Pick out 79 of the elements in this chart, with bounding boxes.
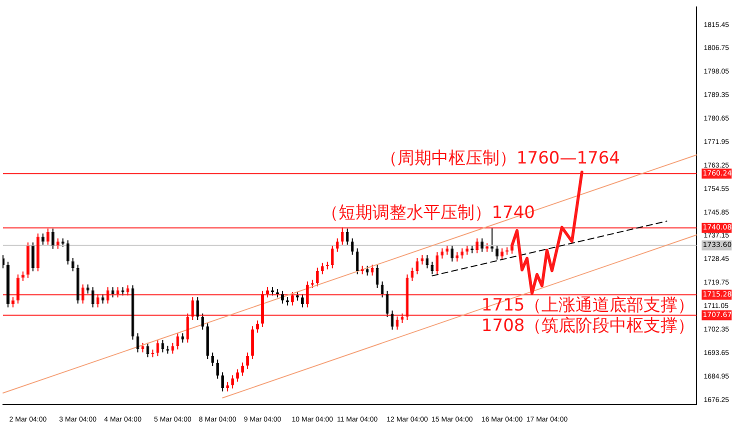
candlestick <box>86 284 90 294</box>
candlestick <box>336 238 339 252</box>
candlestick <box>181 332 184 344</box>
candlestick <box>196 296 200 320</box>
candlestick <box>96 294 100 308</box>
candlestick <box>386 290 389 318</box>
candlestick <box>350 238 354 256</box>
candlestick <box>370 264 374 276</box>
candlestick <box>300 294 304 308</box>
candlestick <box>106 286 110 304</box>
candlestick <box>41 233 44 246</box>
candlestick <box>191 296 194 320</box>
candlestick <box>156 339 160 357</box>
candlestick <box>71 258 74 272</box>
candlestick <box>476 238 479 254</box>
candlestick <box>81 284 84 304</box>
candlestick <box>126 284 130 296</box>
candlestick <box>101 294 104 304</box>
candlestick <box>51 228 54 250</box>
candlestick <box>376 264 379 288</box>
candlestick <box>416 258 419 275</box>
candlestick <box>136 332 140 353</box>
candlestick <box>380 280 384 298</box>
candlestick <box>161 339 164 353</box>
candlestick <box>420 254 424 265</box>
candlestick <box>241 362 244 376</box>
candlestick <box>460 248 464 260</box>
candlestick <box>500 248 504 260</box>
candlestick <box>226 381 230 392</box>
candlestick <box>496 244 499 260</box>
candlestick <box>466 244 469 256</box>
candlestick <box>216 359 220 380</box>
candlestick <box>31 242 34 272</box>
candlestick <box>16 274 20 304</box>
annotation: 1715（上涨通道底部支撑） <box>481 296 695 316</box>
candlestick <box>146 342 150 358</box>
candlestick <box>366 265 369 276</box>
candlestick <box>221 372 224 392</box>
candlestick <box>11 296 14 308</box>
candlestick <box>446 244 449 256</box>
candlestick <box>356 248 359 275</box>
candlestick <box>346 228 349 246</box>
candlestick <box>290 291 294 306</box>
candlestick <box>410 267 414 282</box>
candlestick <box>340 226 344 246</box>
candlestick <box>266 286 269 298</box>
candlestick <box>66 240 70 265</box>
candlestick <box>236 368 240 382</box>
candlestick <box>201 313 204 330</box>
candlestick <box>256 320 260 334</box>
candlestick <box>171 342 174 354</box>
candlestick <box>91 286 94 308</box>
candlestick <box>280 290 284 304</box>
candlestick <box>231 374 234 389</box>
annotation: （短期调整水平压制）1740 <box>322 202 535 223</box>
candlestick <box>436 252 439 275</box>
candlestick <box>141 342 144 353</box>
candlestick <box>186 313 190 344</box>
candlestick <box>320 262 324 275</box>
annotation: 1708（筑底阶段中枢支撑） <box>481 316 695 336</box>
candlestick <box>390 310 394 330</box>
candlestick <box>450 244 454 262</box>
candlestick <box>116 286 120 298</box>
candlestick <box>211 352 214 367</box>
candlestick <box>21 271 24 282</box>
candlestick <box>246 352 250 370</box>
candlestick <box>176 332 180 350</box>
candlestick <box>426 254 429 269</box>
candlestick <box>56 238 60 250</box>
annotation: （周期中枢压制）1760—1764 <box>380 148 620 169</box>
candlestick <box>440 248 444 260</box>
candlestick <box>111 286 114 298</box>
candlestick <box>330 244 334 269</box>
candlestick <box>396 316 399 330</box>
candlestick <box>46 228 50 246</box>
candlestick <box>480 238 484 252</box>
candlestick <box>306 280 309 308</box>
candlestick <box>316 267 319 287</box>
candlestick <box>456 252 459 262</box>
